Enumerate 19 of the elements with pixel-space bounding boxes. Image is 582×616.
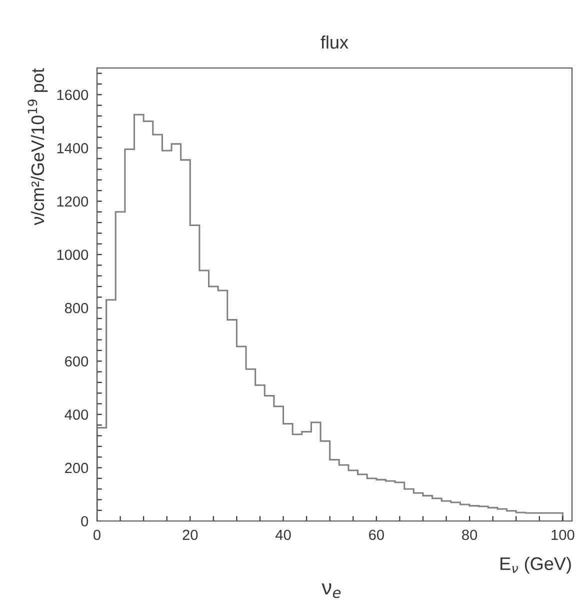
y-tick-label: 1200 bbox=[57, 196, 88, 207]
y-tick-label: 200 bbox=[65, 462, 88, 474]
y-tick-label: 1000 bbox=[57, 250, 88, 260]
x-tick-label: 80 bbox=[462, 530, 478, 540]
x-tick-label: 20 bbox=[182, 530, 198, 540]
y-tick-label: 400 bbox=[64, 410, 88, 420]
y-tick-label: 1600 bbox=[57, 90, 88, 100]
y-tick-label: 800 bbox=[64, 302, 88, 314]
y-tick-label: 600 bbox=[65, 356, 88, 367]
x-axis-title: E$_{ν}$ (GeV) bbox=[500, 556, 571, 574]
text: ν$_{e}$ bbox=[322, 583, 341, 598]
chart-title: flux bbox=[320, 35, 348, 49]
y-tick-label: 1400 bbox=[57, 143, 88, 154]
y-tick-label: 0 bbox=[81, 516, 88, 526]
x-tick-label: 60 bbox=[369, 530, 384, 540]
x-tick-label: 100 bbox=[552, 530, 574, 540]
x-tick-label: 40 bbox=[276, 530, 291, 540]
y-axis-title: ν/cm²/GeV/10$^{19}$ pot bbox=[28, 68, 48, 226]
x-tick-label: 0 bbox=[94, 530, 100, 540]
